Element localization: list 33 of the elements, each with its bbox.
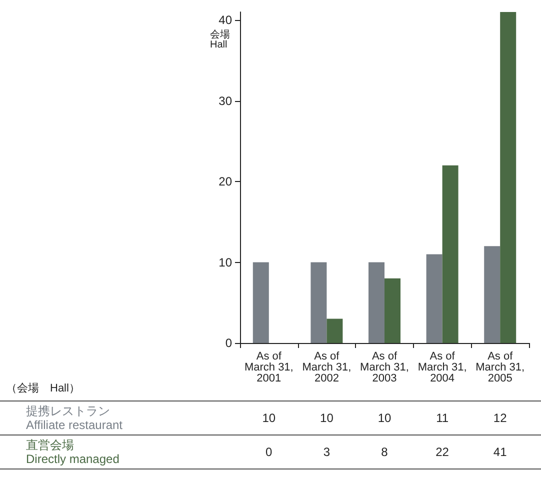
x-tick-label: As of March 31, 2001 bbox=[244, 350, 294, 384]
bar bbox=[484, 246, 500, 343]
data-label: 41 bbox=[493, 445, 508, 459]
y-tick-label: 0 bbox=[225, 336, 232, 350]
y-tick-label: 40 bbox=[218, 13, 232, 28]
bar bbox=[384, 278, 400, 343]
bar bbox=[310, 262, 327, 343]
bar bbox=[500, 12, 516, 343]
x-tick-label: As of March 31, 2003 bbox=[360, 350, 409, 384]
data-label: 3 bbox=[323, 445, 330, 459]
bar bbox=[326, 318, 343, 343]
x-tick-label: As of March 31, 2005 bbox=[476, 350, 525, 384]
text: （会場 Hall） bbox=[6, 382, 80, 394]
data-label: 11 bbox=[436, 411, 449, 425]
bar bbox=[426, 254, 442, 343]
bar bbox=[442, 165, 458, 343]
data-label: 8 bbox=[381, 445, 388, 459]
data-label: 0 bbox=[266, 445, 273, 459]
data-label: 10 bbox=[320, 411, 334, 425]
x-tick-label: As of March 31, 2002 bbox=[302, 350, 352, 384]
bar bbox=[368, 262, 384, 343]
y-tick-label: 30 bbox=[218, 94, 232, 108]
data-label: 12 bbox=[493, 411, 508, 425]
y-tick-label: 20 bbox=[218, 174, 232, 189]
data-label: 22 bbox=[436, 445, 450, 459]
y-tick-label: 10 bbox=[218, 255, 232, 270]
x-tick-label: As of March 31, 2004 bbox=[418, 350, 467, 384]
text: 提携レストラン Affiliate restaurant bbox=[26, 404, 124, 432]
data-label: 10 bbox=[378, 411, 392, 425]
y-axis-title: 会場 Hall bbox=[210, 28, 230, 50]
bar bbox=[252, 262, 269, 343]
text: 直営会場 Directly managed bbox=[26, 438, 120, 466]
data-label: 10 bbox=[262, 411, 276, 425]
